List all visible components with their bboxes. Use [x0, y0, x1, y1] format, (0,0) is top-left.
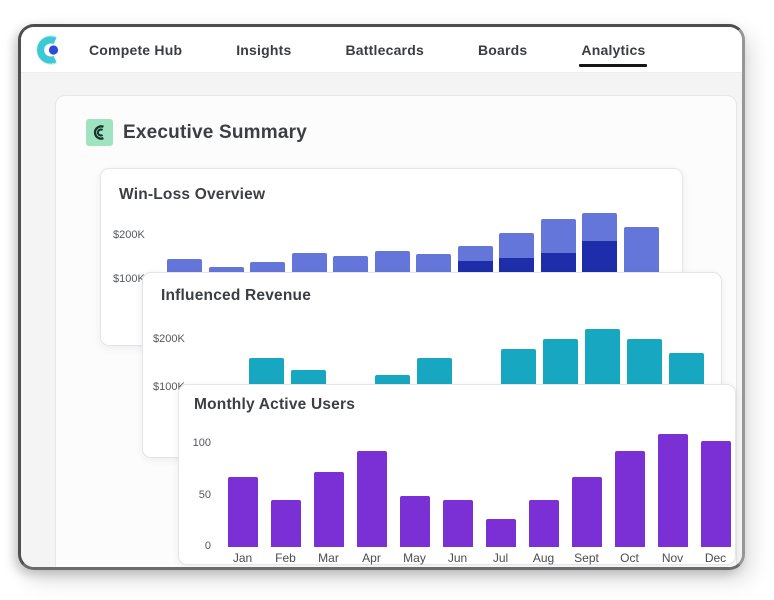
card-title: Win-Loss Overview	[119, 186, 266, 203]
y-axis-tick: $200K	[113, 229, 145, 241]
x-axis-label: Jul	[492, 551, 509, 565]
x-axis-label: May	[403, 551, 426, 565]
y-axis-tick: 0	[204, 540, 211, 552]
bar	[486, 519, 516, 547]
nav-item-analytics[interactable]: Analytics	[579, 41, 648, 67]
x-axis-label: Nov	[661, 551, 684, 565]
monthly-active-users-bar-chart	[228, 433, 731, 547]
app-window: Compete Hub Insights Battlecards Boards Anal…	[18, 24, 745, 570]
main-content: Executive Summary Win-Loss Overview $200…	[21, 73, 742, 567]
top-nav-items: Compete Hub Insights Battlecards Boards Anal…	[89, 41, 648, 67]
bar	[400, 495, 430, 547]
nav-item-compete-hub[interactable]: Compete Hub	[89, 41, 183, 58]
bar	[443, 499, 473, 547]
nav-item-insights[interactable]: Insights	[236, 41, 292, 58]
bar	[271, 499, 301, 547]
x-axis-label: Mar	[318, 551, 339, 565]
y-axis-tick: 100	[192, 437, 211, 449]
x-axis-label: Oct	[620, 551, 639, 565]
page-title: Executive Summary	[123, 121, 307, 143]
x-axis-label: Jun	[447, 551, 468, 565]
bar	[701, 440, 731, 547]
y-axis-tick: $100K	[113, 273, 145, 285]
x-axis-label: Dec	[704, 551, 727, 565]
x-axis-label: Apr	[362, 551, 381, 565]
y-axis-tick: 50	[198, 488, 211, 501]
x-axis-label: Feb	[275, 551, 296, 565]
bar	[314, 471, 344, 547]
nav-item-battlecards[interactable]: Battlecards	[345, 41, 424, 58]
klue-mark-icon	[86, 119, 113, 146]
card-title: Influenced Revenue	[161, 287, 312, 304]
x-axis-labels: Jan Feb Mar Apr May Jun Jul Aug Sept Oct Nov Dec	[221, 551, 737, 565]
monthly-active-users-card: Monthly Active Users Jan Feb Mar Apr May Jun J…	[178, 384, 736, 565]
bar	[658, 433, 688, 547]
bar	[357, 451, 387, 547]
bar	[529, 499, 559, 547]
x-axis-label: Jan	[232, 551, 253, 565]
panel-header: Executive Summary	[86, 119, 307, 146]
card-title: Monthly Active Users	[194, 396, 356, 413]
bar	[572, 476, 602, 547]
bar	[228, 476, 258, 547]
x-axis-label: Aug	[532, 551, 555, 565]
x-axis-label: Sept	[574, 551, 599, 565]
bar	[615, 451, 645, 547]
nav-item-boards[interactable]: Boards	[477, 41, 528, 58]
top-nav: Compete Hub Insights Battlecards Boards Anal…	[21, 27, 742, 73]
y-axis-tick: $100K	[153, 381, 185, 393]
klue-logo-icon[interactable]	[35, 35, 65, 65]
y-axis-tick: $200K	[153, 333, 185, 345]
